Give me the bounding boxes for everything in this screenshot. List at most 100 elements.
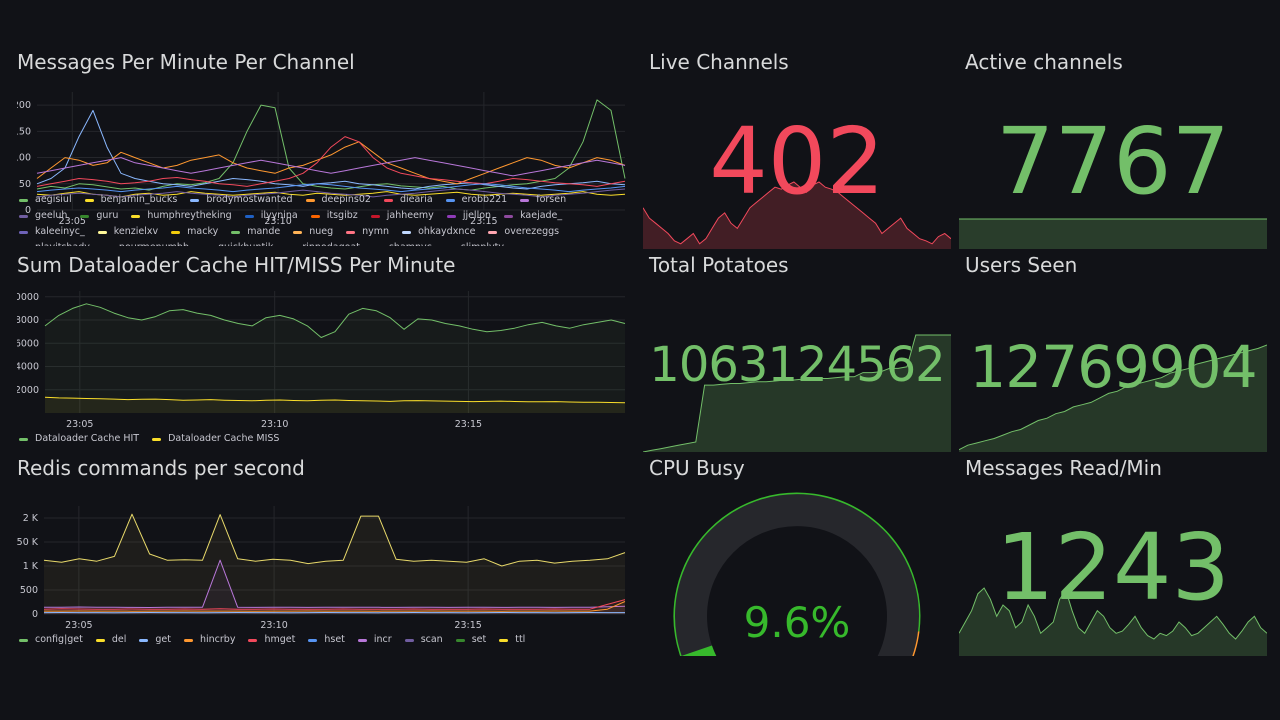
panel-title: Total Potatoes [649, 253, 789, 277]
legend-label: rinnodagoat [302, 240, 360, 246]
live-channels-sparkline [643, 181, 951, 249]
legend-item-hset[interactable]: hset [308, 632, 345, 648]
series-line-diearia[interactable] [36, 136, 626, 187]
legend-item-ttl[interactable]: ttl [499, 632, 525, 648]
legend-item-set[interactable]: set [455, 632, 486, 648]
legend-item-diearia[interactable]: diearia [383, 192, 433, 208]
series-line-deepins02[interactable] [36, 141, 626, 185]
legend-swatch [293, 230, 303, 234]
legend-label: geeluh [35, 210, 68, 221]
legend-item-kaleeinyc[interactable]: kaleeinyc_ [19, 224, 85, 240]
series-line-dataloader-cache-hit[interactable] [44, 303, 626, 338]
legend-item-ohkaydxnce[interactable]: ohkaydxnce [402, 224, 475, 240]
series-line-dataloader-cache-miss[interactable] [44, 396, 626, 404]
series-line-erobb221[interactable] [36, 183, 626, 193]
legend-item-guru[interactable]: guru [80, 208, 118, 224]
legend-item-get[interactable]: get [139, 632, 171, 648]
legend-item-aegisiul[interactable]: aegisiul [19, 192, 72, 208]
legend-item-geeluh[interactable]: geeluh [19, 208, 67, 224]
sparkline-line [959, 587, 1267, 640]
cache-hit-miss-chart[interactable]: 2000 4000 6000 8000 10000 23:05 23:10 23:15 [17, 285, 629, 433]
series-line-forsen[interactable] [36, 157, 626, 177]
sparkline-area [959, 588, 1267, 656]
panel-cpu-busy[interactable]: CPU Busy 9.6% [643, 456, 951, 656]
legend-item-dataloader-cache-hit[interactable]: Dataloader Cache HIT [19, 431, 139, 447]
panel-cache-hit-miss[interactable]: Sum Dataloader Cache HIT/MISS Per Minute… [17, 253, 629, 449]
legend-item-macky[interactable]: macky [171, 224, 218, 240]
series-line-incr[interactable] [44, 559, 626, 608]
redis-commands-chart[interactable]: 0 500 1 K 1.50 K 2 K 23:05 23:10 23:15 [17, 500, 629, 634]
y-tick-label: 100 [17, 153, 31, 164]
y-tick-label: 2000 [17, 385, 39, 396]
panel-total-potatoes[interactable]: Total Potatoes 1063124562 [643, 253, 951, 452]
legend-swatch [455, 638, 465, 642]
series-line-hincrby[interactable] [44, 601, 626, 612]
messages-per-minute-chart[interactable]: 0 50 100 150 200 23:05 23:10 23:15 [17, 88, 629, 230]
legend-item-erobb221[interactable]: erobb221 [445, 192, 507, 208]
legend-item-hmget[interactable]: hmget [248, 632, 295, 648]
legend-item-mande[interactable]: mande [231, 224, 280, 240]
panel-live-channels[interactable]: Live Channels 402 [643, 50, 951, 249]
legend-item-jjellon[interactable]: jjellon [446, 208, 491, 224]
users-seen-value: 12769904 [969, 333, 1257, 401]
y-tick-label: 500 [20, 585, 38, 596]
legend-item-jahheemy[interactable]: jahheemy [370, 208, 434, 224]
legend-label: pourmenumbb [119, 240, 189, 246]
panel-messages-per-minute[interactable]: Messages Per Minute Per Channel 0 50 100 15… [17, 50, 629, 246]
series-line-benjamin-bucks[interactable] [36, 191, 626, 198]
series-line-aegisiul[interactable] [36, 99, 626, 191]
legend-label: shamnyc [389, 240, 432, 246]
legend-label: hincrby [200, 634, 236, 645]
series-line-hmget[interactable] [43, 599, 626, 610]
sparkline-line [643, 334, 951, 452]
legend-item-incr[interactable]: incr [357, 632, 392, 648]
legend-label: ttl [515, 634, 526, 645]
legend-item-quickhuntik[interactable]: quickhuntik [202, 240, 273, 246]
legend-label: config|get [35, 634, 83, 645]
legend-item-pourmenumbb[interactable]: pourmenumbb [103, 240, 189, 246]
panel-redis-commands[interactable]: Redis commands per second 0 500 1 K 1.50 K 2… [17, 456, 629, 652]
x-tick-label: 23:05 [59, 216, 86, 227]
series-line-ttl[interactable] [43, 513, 626, 567]
legend-item-rinnodagoat[interactable]: rinnodagoat [286, 240, 360, 246]
legend-item-shamnyc[interactable]: shamnyc [373, 240, 432, 246]
legend-swatch [184, 638, 193, 642]
panel-active-channels[interactable]: Active channels 7767 [959, 50, 1267, 249]
legend-item-kenzielxv[interactable]: kenzielxv [97, 224, 158, 240]
gauge-value-arc [681, 644, 717, 656]
legend-item-slimplyty[interactable]: slimplyty [445, 240, 504, 246]
legend-item-scan[interactable]: scan [404, 632, 443, 648]
legend-item-forsen[interactable]: forsen [520, 192, 566, 208]
legend-swatch [383, 198, 393, 202]
legend-item-humphreytheking[interactable]: humphreytheking [131, 208, 232, 224]
legend-item-dataloader-cache-miss[interactable]: Dataloader Cache MISS [152, 431, 279, 447]
series-line-brodymostwanted[interactable] [36, 109, 626, 190]
sparkline-area [959, 219, 1267, 249]
legend-swatch [499, 638, 509, 642]
legend-label: del [111, 634, 127, 645]
legend-swatch [402, 230, 412, 234]
total-potatoes-sparkline [643, 334, 951, 452]
legend-label: deepins02 [321, 194, 371, 205]
legend-item-kaejade[interactable]: kaejade_ [504, 208, 562, 224]
legend-item-overezeggs[interactable]: overezeggs [488, 224, 559, 240]
legend-item-del[interactable]: del [95, 632, 127, 648]
legend-item-brodymostwanted[interactable]: brodymostwanted [190, 192, 293, 208]
cpu-busy-value: 9.6% [743, 598, 851, 647]
y-tick-label: 8000 [17, 315, 39, 326]
legend-item-benjamin-bucks[interactable]: benjamin_bucks [84, 192, 177, 208]
live-channels-value: 402 [709, 108, 885, 215]
legend-item-nymn[interactable]: nymn [346, 224, 389, 240]
legend-item-deepins02[interactable]: deepins02 [305, 192, 371, 208]
panel-messages-read[interactable]: Messages Read/Min 1243 [959, 456, 1267, 656]
panel-users-seen[interactable]: Users Seen 12769904 [959, 253, 1267, 452]
legend-item-hincrby[interactable]: hincrby [184, 632, 235, 648]
legend-item-ilyynina[interactable]: ilyynina [244, 208, 298, 224]
series-line-geeluh[interactable] [36, 188, 626, 198]
legend-item-itsgibz[interactable]: itsgibz [310, 208, 358, 224]
legend-item-config-get[interactable]: config|get [19, 632, 83, 648]
legend-swatch [445, 198, 455, 202]
legend-swatch [231, 230, 241, 234]
legend-item-playitshady[interactable]: playitshady [19, 240, 90, 246]
legend-item-nueg[interactable]: nueg [293, 224, 333, 240]
